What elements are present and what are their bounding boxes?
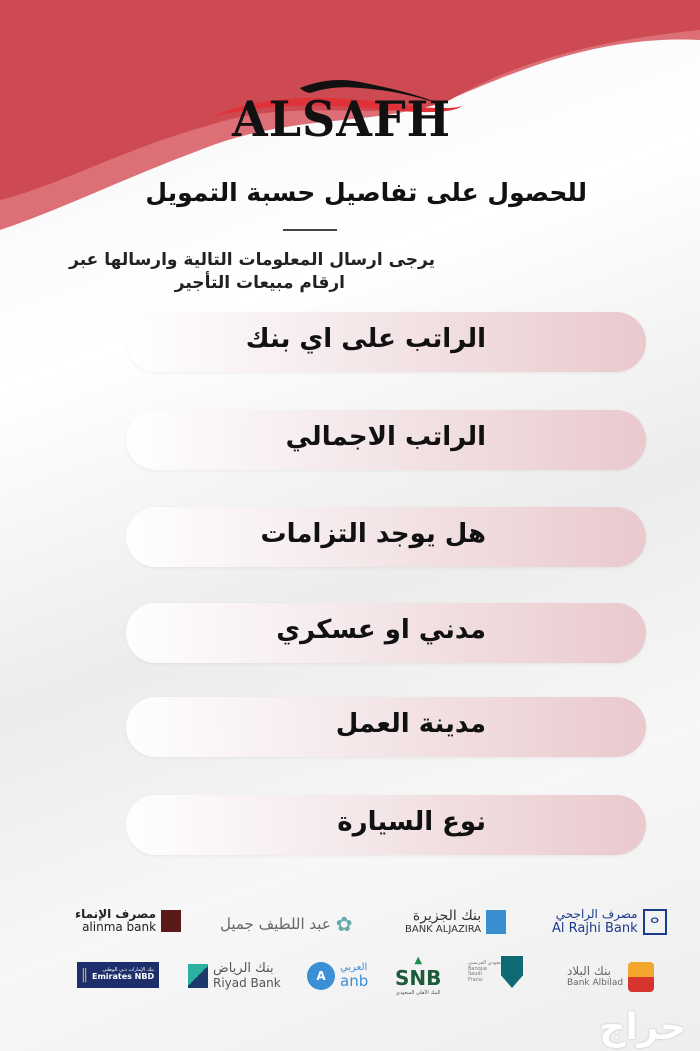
bank-name-ar: مصرف الإنماء [75,907,157,921]
field-label: هل يوجد التزامات [260,519,486,549]
bank-name-ar: العربي [340,962,368,974]
bank-logo-aljazira: بنك الجزيرة BANK ALJAZIRA [405,908,507,936]
bank-name-en: Bank Albilad [567,977,624,988]
field-label: مدني او عسكري [276,615,486,645]
bank-name-en: anb [340,972,369,991]
brand-logo: ALSAFH [232,90,452,148]
subtitle-line-1: يرجى ارسال المعلومات التالية وارسالها عب… [69,250,435,270]
bank-logo-riyad: بنك الرياض Riyad Bank [188,961,281,991]
bank-name-ar: البنك السعودي الفرنسي [468,960,519,966]
field-salary-bank: الراتب على اي بنك [126,312,646,372]
bank-name-en: Emirates NBD [92,972,155,982]
field-work-city: مدينة العمل [126,697,646,757]
field-civil-military: مدني او عسكري [126,603,646,663]
bank-name-en: Riyad Bank [213,975,281,990]
emirates-nbd-icon: ‖ [81,967,88,983]
haraj-watermark: حراج [599,1007,686,1048]
bank-name-en: alinma bank [82,920,157,935]
bank-name-ar: عبد اللطيف جميل [220,915,331,933]
bank-name-ar: بنك الإمارات دبي الوطني [102,966,155,973]
field-label: الراتب الاجمالي [285,422,486,452]
bank-name-en: SNB [395,966,442,990]
bank-logo-albilad: بنك البلاد Bank Albilad [567,962,655,992]
riyad-icon [188,964,208,989]
field-label: نوع السيارة [337,807,486,837]
bank-logo-alrajhi: مصرف الراجحي Al Rajhi Bank ⴰ [552,907,667,937]
anb-icon: A [307,962,335,990]
bank-name-ar: بنك الجزيرة [412,908,482,924]
bank-name-ar: البنك الأهلي السعودي [395,990,441,996]
saudi-fransi-icon [501,956,523,988]
field-gross-salary: الراتب الاجمالي [126,410,646,470]
car-swoosh-icon [300,80,440,104]
page-title: للحصول على تفاصيل حسبة التمويل [145,178,587,207]
bank-logo-emirates-nbd: ‖ بنك الإمارات دبي الوطني Emirates NBD [77,962,159,988]
albilad-icon [628,962,655,992]
bank-name-en: Al Rajhi Bank [552,920,638,936]
bank-name-ar: بنك الرياض [213,961,274,976]
alrajhi-icon: ⴰ [642,909,667,936]
divider [283,229,337,231]
bank-logo-abdul-latif-jameel: عبد اللطيف جميل ✿ [220,912,353,936]
snb-chevron-icon: ▲ [414,955,423,966]
subtitle-line-2: ارقام مبيعات التأجير [174,273,345,293]
bank-logo-alinma: مصرف الإنماء alinma bank [75,907,182,935]
bank-logo-anb: A العربي anb [307,962,368,990]
header-wave-background [0,0,700,230]
bank-name-en: BANK ALJAZIRA [405,924,482,936]
field-label: الراتب على اي بنك [245,324,486,354]
bank-name-ar: بنك البلاد [567,964,612,979]
star-emblem-icon: ✿ [335,912,353,936]
aljazira-icon [486,909,507,934]
bank-logo-snb: ▲ SNB البنك الأهلي السعودي [395,955,441,996]
alinma-door-icon [161,910,182,933]
field-obligations: هل يوجد التزامات [126,507,646,567]
bank-name-ar: مصرف الراجحي [555,907,638,921]
field-car-type: نوع السيارة [126,795,646,855]
bank-logo-saudi-fransi: البنك السعودي الفرنسي Banque Saudi Fransi [468,956,523,988]
field-label: مدينة العمل [335,709,486,739]
bank-name-en: Banque Saudi Fransi [468,965,488,983]
